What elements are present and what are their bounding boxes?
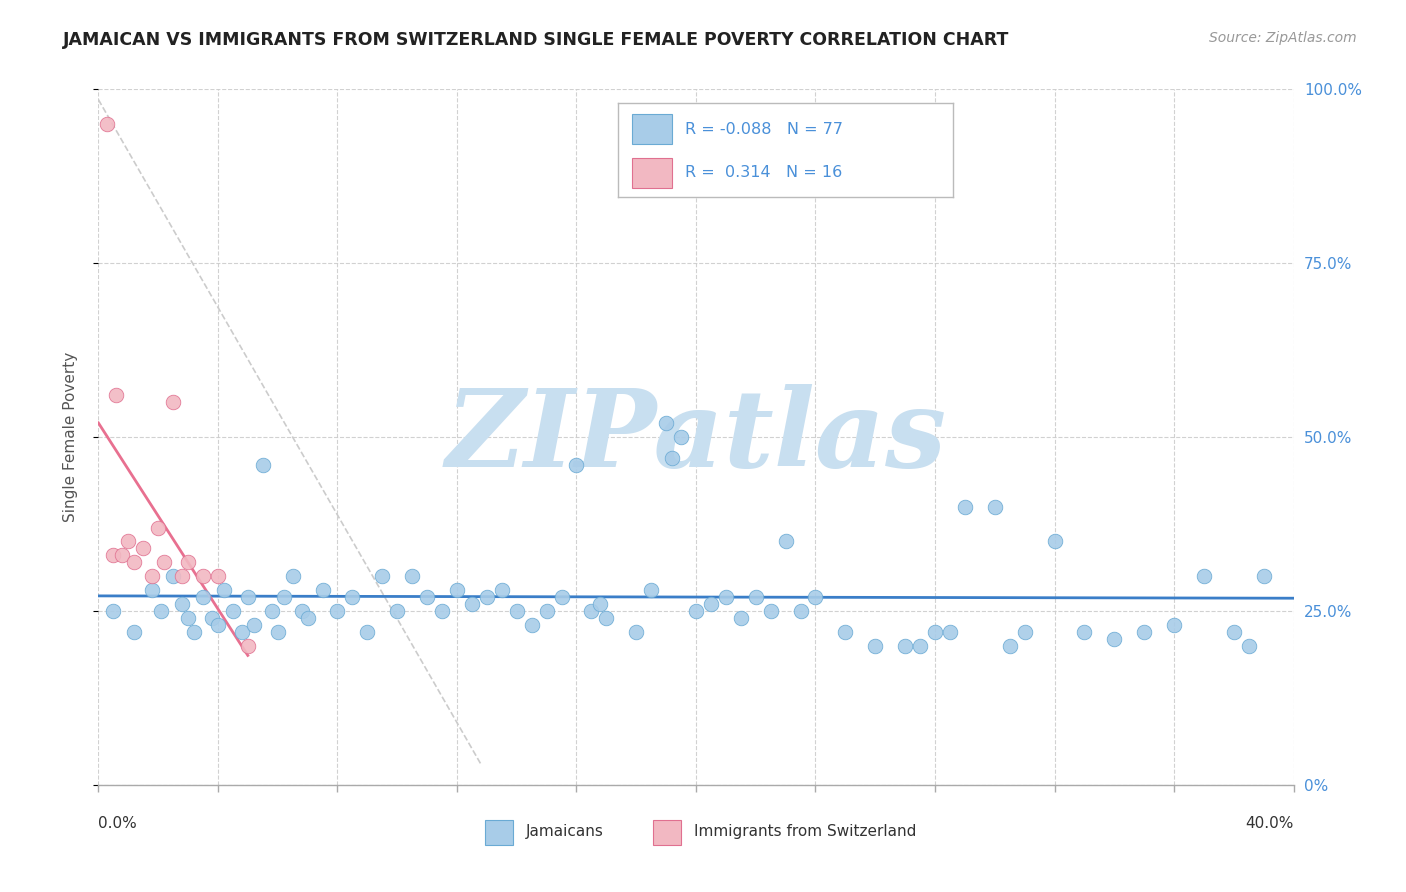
Point	[998, 639, 1021, 653]
Point	[273, 590, 295, 604]
Point	[416, 590, 439, 604]
Point	[124, 624, 146, 639]
Point	[1223, 624, 1246, 639]
Text: Source: ZipAtlas.com: Source: ZipAtlas.com	[1209, 31, 1357, 45]
Point	[520, 618, 543, 632]
Point	[385, 604, 409, 618]
Point	[655, 416, 678, 430]
Point	[1253, 569, 1275, 583]
Point	[326, 604, 349, 618]
Text: JAMAICAN VS IMMIGRANTS FROM SWITZERLAND SINGLE FEMALE POVERTY CORRELATION CHART: JAMAICAN VS IMMIGRANTS FROM SWITZERLAND …	[63, 31, 1010, 49]
Point	[260, 604, 283, 618]
Point	[267, 624, 290, 639]
Point	[117, 534, 139, 549]
Text: 0.0%: 0.0%	[98, 816, 138, 831]
Point	[1163, 618, 1185, 632]
Point	[626, 624, 648, 639]
Point	[153, 555, 176, 569]
Point	[1237, 639, 1260, 653]
Point	[401, 569, 423, 583]
Point	[183, 624, 205, 639]
Point	[212, 583, 235, 598]
Point	[252, 458, 274, 472]
Point	[908, 639, 931, 653]
Point	[475, 590, 498, 604]
Point	[231, 624, 253, 639]
Point	[96, 117, 118, 131]
Point	[342, 590, 364, 604]
Point	[105, 388, 128, 402]
Point	[111, 549, 134, 563]
Point	[1073, 624, 1095, 639]
Point	[132, 541, 155, 556]
Point	[150, 604, 173, 618]
Point	[865, 639, 887, 653]
Point	[207, 618, 229, 632]
Point	[924, 624, 946, 639]
Point	[700, 597, 723, 611]
Point	[661, 450, 683, 465]
Point	[281, 569, 304, 583]
Point	[177, 555, 200, 569]
Point	[589, 597, 612, 611]
Point	[191, 590, 214, 604]
Point	[172, 597, 194, 611]
Y-axis label: Single Female Poverty: Single Female Poverty	[63, 352, 77, 522]
Point	[640, 583, 662, 598]
Point	[550, 590, 572, 604]
Point	[894, 639, 917, 653]
Point	[804, 590, 827, 604]
Point	[201, 611, 224, 625]
Point	[172, 569, 194, 583]
Point	[789, 604, 811, 618]
Point	[581, 604, 603, 618]
Point	[371, 569, 394, 583]
Point	[953, 500, 976, 514]
Point	[141, 569, 163, 583]
Point	[1043, 534, 1066, 549]
Point	[430, 604, 453, 618]
Point	[506, 604, 529, 618]
Point	[745, 590, 768, 604]
Point	[236, 639, 259, 653]
Point	[291, 604, 314, 618]
Point	[1014, 624, 1036, 639]
Point	[669, 430, 692, 444]
Point	[222, 604, 245, 618]
Point	[730, 611, 752, 625]
Point	[162, 395, 184, 409]
Point	[939, 624, 962, 639]
Point	[297, 611, 319, 625]
Point	[759, 604, 782, 618]
Point	[236, 590, 259, 604]
Point	[356, 624, 378, 639]
Point	[243, 618, 266, 632]
Point	[1104, 632, 1126, 646]
Point	[148, 520, 170, 534]
Point	[103, 604, 125, 618]
Point	[595, 611, 617, 625]
Point	[191, 569, 214, 583]
Point	[446, 583, 468, 598]
Point	[536, 604, 558, 618]
Text: 40.0%: 40.0%	[1246, 816, 1294, 831]
Point	[834, 624, 856, 639]
Point	[984, 500, 1007, 514]
Point	[714, 590, 737, 604]
Point	[103, 549, 125, 563]
Point	[461, 597, 484, 611]
Point	[685, 604, 707, 618]
Point	[162, 569, 184, 583]
Point	[124, 555, 146, 569]
Point	[1133, 624, 1156, 639]
Point	[775, 534, 797, 549]
Point	[311, 583, 333, 598]
Point	[491, 583, 513, 598]
Point	[207, 569, 229, 583]
Point	[1192, 569, 1215, 583]
Point	[141, 583, 163, 598]
Point	[565, 458, 588, 472]
Text: ZIPatlas: ZIPatlas	[446, 384, 946, 490]
Point	[177, 611, 200, 625]
